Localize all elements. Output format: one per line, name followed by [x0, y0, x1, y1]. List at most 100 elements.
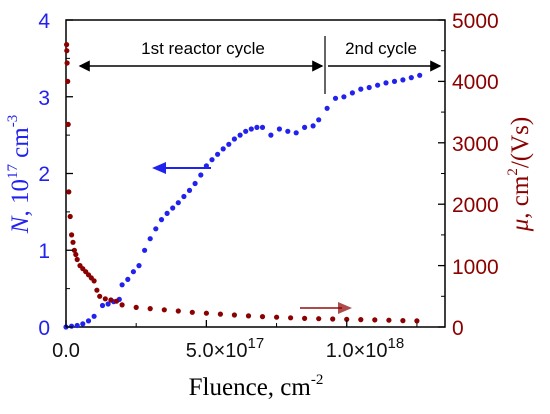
concentration-point-26 [209, 157, 215, 163]
left-tick-label-1: 1 [38, 240, 50, 263]
left-axis-ticks [66, 19, 73, 328]
concentration-point-23 [192, 180, 198, 187]
concentration-point-4 [85, 318, 92, 324]
mobility-point-0 [64, 42, 70, 48]
x-axis-label: Fluence, cm-2 [189, 372, 324, 401]
mobility-point-27 [175, 308, 181, 314]
mobility-point-32 [245, 313, 252, 319]
carrier-concentration-series [63, 72, 423, 330]
cycle1-label: 1st reactor cycle [141, 39, 265, 58]
concentration-point-33 [248, 126, 254, 132]
mobility-point-11 [74, 256, 80, 263]
concentration-point-1 [69, 323, 75, 329]
right-axis-label: μ, cm2/(Vs) [505, 117, 534, 233]
right-tick-label-4: 4000 [452, 71, 499, 94]
mobility-point-42 [386, 317, 392, 323]
mobility-point-39 [344, 316, 350, 322]
mobility-point-8 [70, 239, 76, 245]
concentration-point-38 [285, 128, 291, 134]
x-tick-label-0: 0.0 [52, 340, 80, 362]
concentration-point-10 [119, 282, 125, 288]
concentration-point-50 [383, 80, 389, 86]
x-tick-label-2: 1.0×1018 [326, 335, 404, 362]
left-tick-label-4: 4 [38, 10, 50, 33]
mobility-point-41 [372, 317, 378, 323]
mobility-point-1 [64, 48, 70, 54]
mobility-point-43 [400, 318, 406, 324]
concentration-point-6 [99, 302, 106, 309]
left-axis-label: N, 1017 cm-3 [5, 115, 34, 234]
mobility-point-33 [259, 314, 266, 320]
mobility-point-36 [302, 315, 308, 321]
left-tick-label-2: 2 [38, 163, 50, 186]
concentration-point-20 [175, 200, 181, 206]
concentration-point-16 [153, 226, 159, 232]
concentration-point-54 [417, 72, 423, 78]
concentration-point-43 [324, 105, 330, 111]
right-tick-label-2: 2000 [452, 194, 499, 217]
concentration-point-19 [170, 205, 176, 211]
concentration-point-40 [302, 124, 308, 130]
mobility-point-7 [69, 232, 75, 238]
concentration-point-49 [375, 82, 381, 88]
concentration-point-44 [332, 95, 339, 101]
concentration-point-24 [198, 172, 204, 178]
mobility-point-5 [66, 189, 72, 195]
concentration-point-37 [276, 126, 282, 132]
right-tick-label-0: 0 [452, 317, 464, 340]
mobility-point-37 [316, 316, 322, 322]
concentration-point-46 [349, 90, 355, 96]
mobility-point-22 [113, 298, 120, 304]
mobility-point-17 [91, 278, 97, 284]
concentration-point-29 [226, 141, 232, 147]
concentration-point-15 [147, 236, 153, 242]
mobility-point-35 [288, 315, 294, 321]
concentration-point-3 [80, 321, 86, 327]
mobility-point-29 [203, 310, 209, 316]
concentration-point-18 [164, 210, 170, 216]
concentration-point-53 [408, 75, 414, 81]
cycle2-label: 2nd cycle [345, 39, 417, 58]
mobility-point-19 [97, 293, 103, 299]
mobility-point-28 [189, 309, 195, 315]
mobility-point-25 [147, 306, 153, 312]
mobility-point-38 [330, 316, 336, 322]
right-tick-label-1: 1000 [452, 256, 499, 279]
mobility-point-10 [73, 251, 79, 258]
mobility-point-26 [161, 307, 167, 313]
x-axis-ticks [65, 320, 418, 327]
mobility-point-9 [71, 247, 77, 253]
mobility-point-40 [358, 317, 364, 323]
concentration-point-51 [391, 78, 398, 84]
mobility-point-31 [231, 312, 237, 318]
concentration-point-5 [91, 313, 97, 319]
mobility-point-30 [217, 311, 223, 317]
left-tick-label-0: 0 [38, 317, 50, 340]
concentration-point-39 [293, 130, 299, 136]
right-axis-ticks [438, 19, 445, 328]
x-tick-label-1: 5.0×1017 [186, 335, 264, 362]
mobility-point-2 [64, 60, 70, 66]
concentration-point-14 [142, 247, 148, 253]
mobility-point-20 [102, 296, 108, 302]
concentration-point-41 [310, 123, 316, 129]
mobility-point-3 [65, 78, 71, 84]
mobility-point-18 [94, 287, 100, 293]
concentration-point-2 [74, 322, 80, 329]
right-tick-label-3: 3000 [452, 133, 499, 156]
concentration-point-30 [231, 136, 237, 142]
concentration-point-36 [268, 132, 274, 138]
right-tick-label-5: 5000 [452, 10, 499, 33]
mobility-point-44 [414, 318, 420, 324]
concentration-point-12 [130, 269, 136, 275]
mobility-point-21 [108, 297, 114, 303]
left-tick-label-3: 3 [38, 87, 50, 110]
mobility-point-24 [133, 304, 139, 310]
mobility-point-34 [274, 314, 280, 320]
concentration-point-31 [237, 132, 243, 138]
mobility-point-6 [67, 213, 73, 220]
mobility-point-23 [119, 302, 125, 308]
concentration-point-45 [341, 94, 347, 100]
mobility-series [64, 42, 420, 324]
